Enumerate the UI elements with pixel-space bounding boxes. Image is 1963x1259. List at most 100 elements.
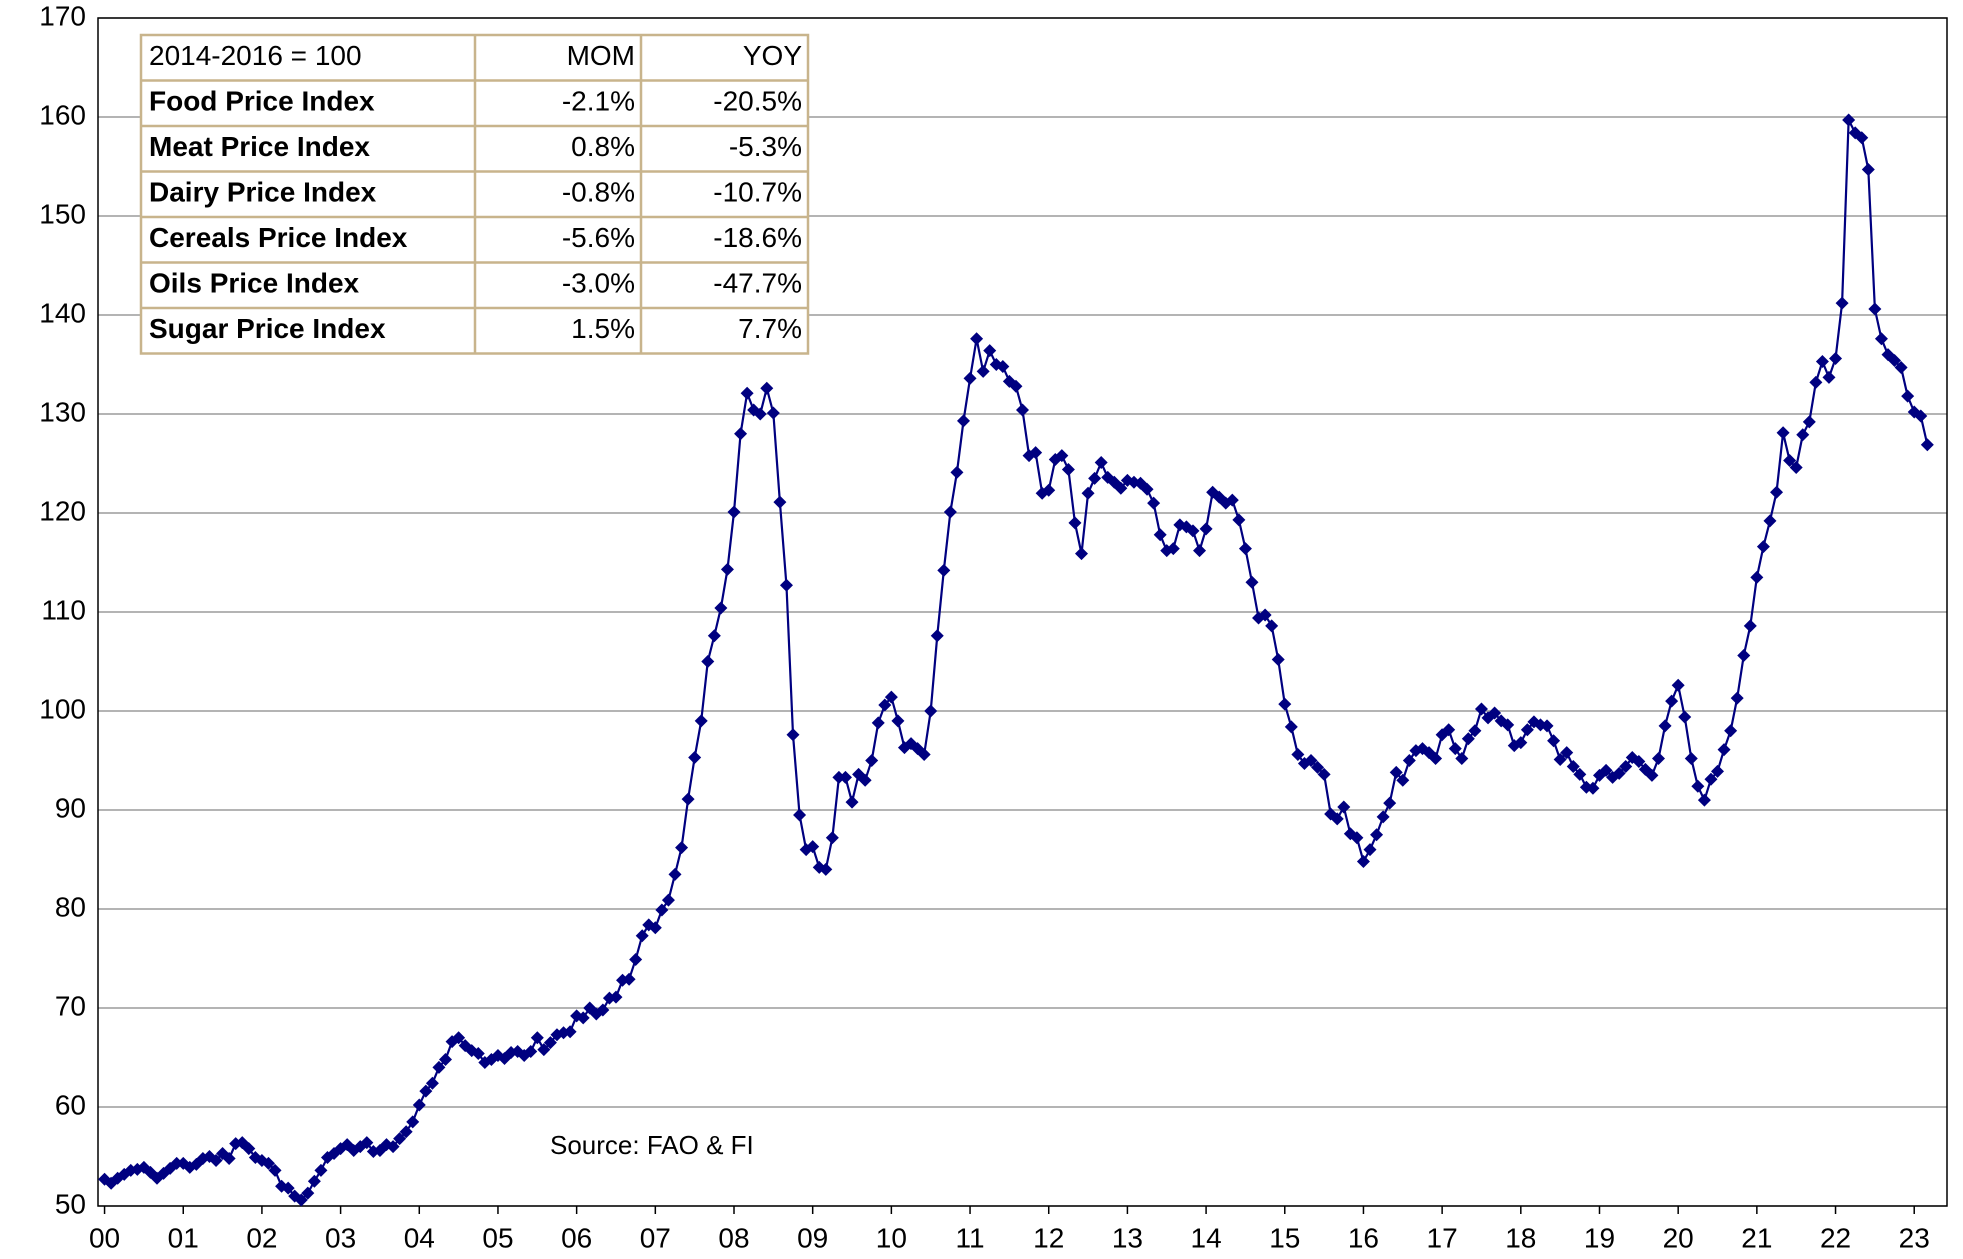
point-marker: [1861, 162, 1875, 176]
point-marker: [819, 862, 833, 876]
point-marker: [753, 407, 767, 421]
point-marker: [1586, 781, 1600, 795]
point-marker: [714, 601, 728, 615]
point-marker: [779, 578, 793, 592]
point-marker: [471, 1047, 485, 1061]
point-marker: [1835, 296, 1849, 310]
point-marker: [1042, 483, 1056, 497]
point-marker: [1888, 354, 1902, 368]
point-marker: [760, 381, 774, 395]
point-marker: [694, 714, 708, 728]
point-marker: [1370, 828, 1384, 842]
x-tick-label: 23: [1899, 1222, 1930, 1253]
point-marker: [655, 903, 669, 917]
index-change: -3.0%: [562, 268, 635, 299]
point-marker: [1711, 764, 1725, 778]
point-marker: [1068, 516, 1082, 530]
point-marker: [825, 831, 839, 845]
x-tick-label: 07: [640, 1222, 671, 1253]
x-tick-label: 05: [482, 1222, 513, 1253]
point-marker: [1599, 763, 1613, 777]
point-marker: [1920, 438, 1934, 452]
point-marker: [1717, 743, 1731, 757]
point-marker: [1225, 493, 1239, 507]
point-marker: [170, 1156, 184, 1170]
point-marker: [1114, 481, 1128, 495]
point-marker: [688, 751, 702, 765]
point-marker: [635, 929, 649, 943]
point-marker: [740, 386, 754, 400]
y-tick-label: 60: [55, 1089, 86, 1120]
x-tick-label: 11: [956, 1222, 985, 1253]
point-marker: [838, 770, 852, 784]
point-marker: [950, 465, 964, 479]
point-marker: [622, 972, 636, 986]
index-name: Oils Price Index: [149, 268, 360, 299]
point-marker: [1809, 375, 1823, 389]
point-marker: [1330, 812, 1344, 826]
index-change: -2.1%: [562, 86, 635, 117]
point-marker: [530, 1031, 544, 1045]
point-marker: [1783, 454, 1797, 468]
point-marker: [1461, 732, 1475, 746]
point-marker: [1363, 843, 1377, 857]
point-marker: [386, 1140, 400, 1154]
point-marker: [596, 1003, 610, 1017]
point-marker: [1488, 706, 1502, 720]
point-marker: [1665, 694, 1679, 708]
point-marker: [1560, 746, 1574, 760]
point-marker: [439, 1052, 453, 1066]
point-marker: [1770, 485, 1784, 499]
point-marker: [1914, 409, 1928, 423]
point-marker: [1317, 767, 1331, 781]
point-marker: [393, 1132, 407, 1146]
point-marker: [832, 770, 846, 784]
point-marker: [1730, 691, 1744, 705]
point-marker: [1448, 742, 1462, 756]
point-marker: [1874, 332, 1888, 346]
point-marker: [996, 359, 1010, 373]
point-marker: [970, 332, 984, 346]
point-marker: [268, 1163, 282, 1177]
y-tick-label: 110: [41, 594, 86, 625]
index-change: -5.3%: [729, 131, 802, 162]
point-marker: [432, 1060, 446, 1074]
point-marker: [1756, 540, 1770, 554]
point-marker: [1402, 754, 1416, 767]
point-marker: [924, 704, 938, 718]
point-marker: [1619, 759, 1633, 773]
point-marker: [1796, 428, 1810, 442]
point-marker: [1304, 754, 1318, 767]
point-marker: [806, 840, 820, 854]
x-tick-label: 21: [1741, 1222, 1772, 1253]
point-marker: [1258, 608, 1272, 622]
x-tick-label: 19: [1584, 1222, 1615, 1253]
point-marker: [1455, 752, 1469, 766]
point-marker: [1284, 720, 1298, 734]
index-name: Cereals Price Index: [149, 222, 408, 253]
point-marker: [1704, 772, 1718, 786]
point-marker: [727, 505, 741, 519]
point-marker: [1396, 773, 1410, 787]
x-tick-label: 14: [1191, 1222, 1222, 1253]
point-marker: [1429, 752, 1443, 766]
point-marker: [419, 1084, 433, 1098]
point-marker: [1238, 542, 1252, 556]
point-marker: [884, 690, 898, 704]
point-marker: [1075, 547, 1089, 561]
point-marker: [1691, 779, 1705, 793]
index-change: -18.6%: [713, 222, 802, 253]
point-marker: [930, 629, 944, 643]
point-marker: [222, 1151, 236, 1165]
point-marker: [1009, 379, 1023, 393]
point-marker: [1829, 352, 1843, 366]
x-tick-label: 17: [1427, 1222, 1458, 1253]
point-marker: [1468, 724, 1482, 738]
point-marker: [865, 754, 879, 767]
point-marker: [1737, 649, 1751, 663]
point-marker: [773, 495, 787, 509]
x-tick-label: 00: [89, 1222, 120, 1253]
y-tick-label: 150: [39, 198, 86, 229]
index-name: Dairy Price Index: [149, 177, 377, 208]
x-tick-label: 13: [1112, 1222, 1143, 1253]
